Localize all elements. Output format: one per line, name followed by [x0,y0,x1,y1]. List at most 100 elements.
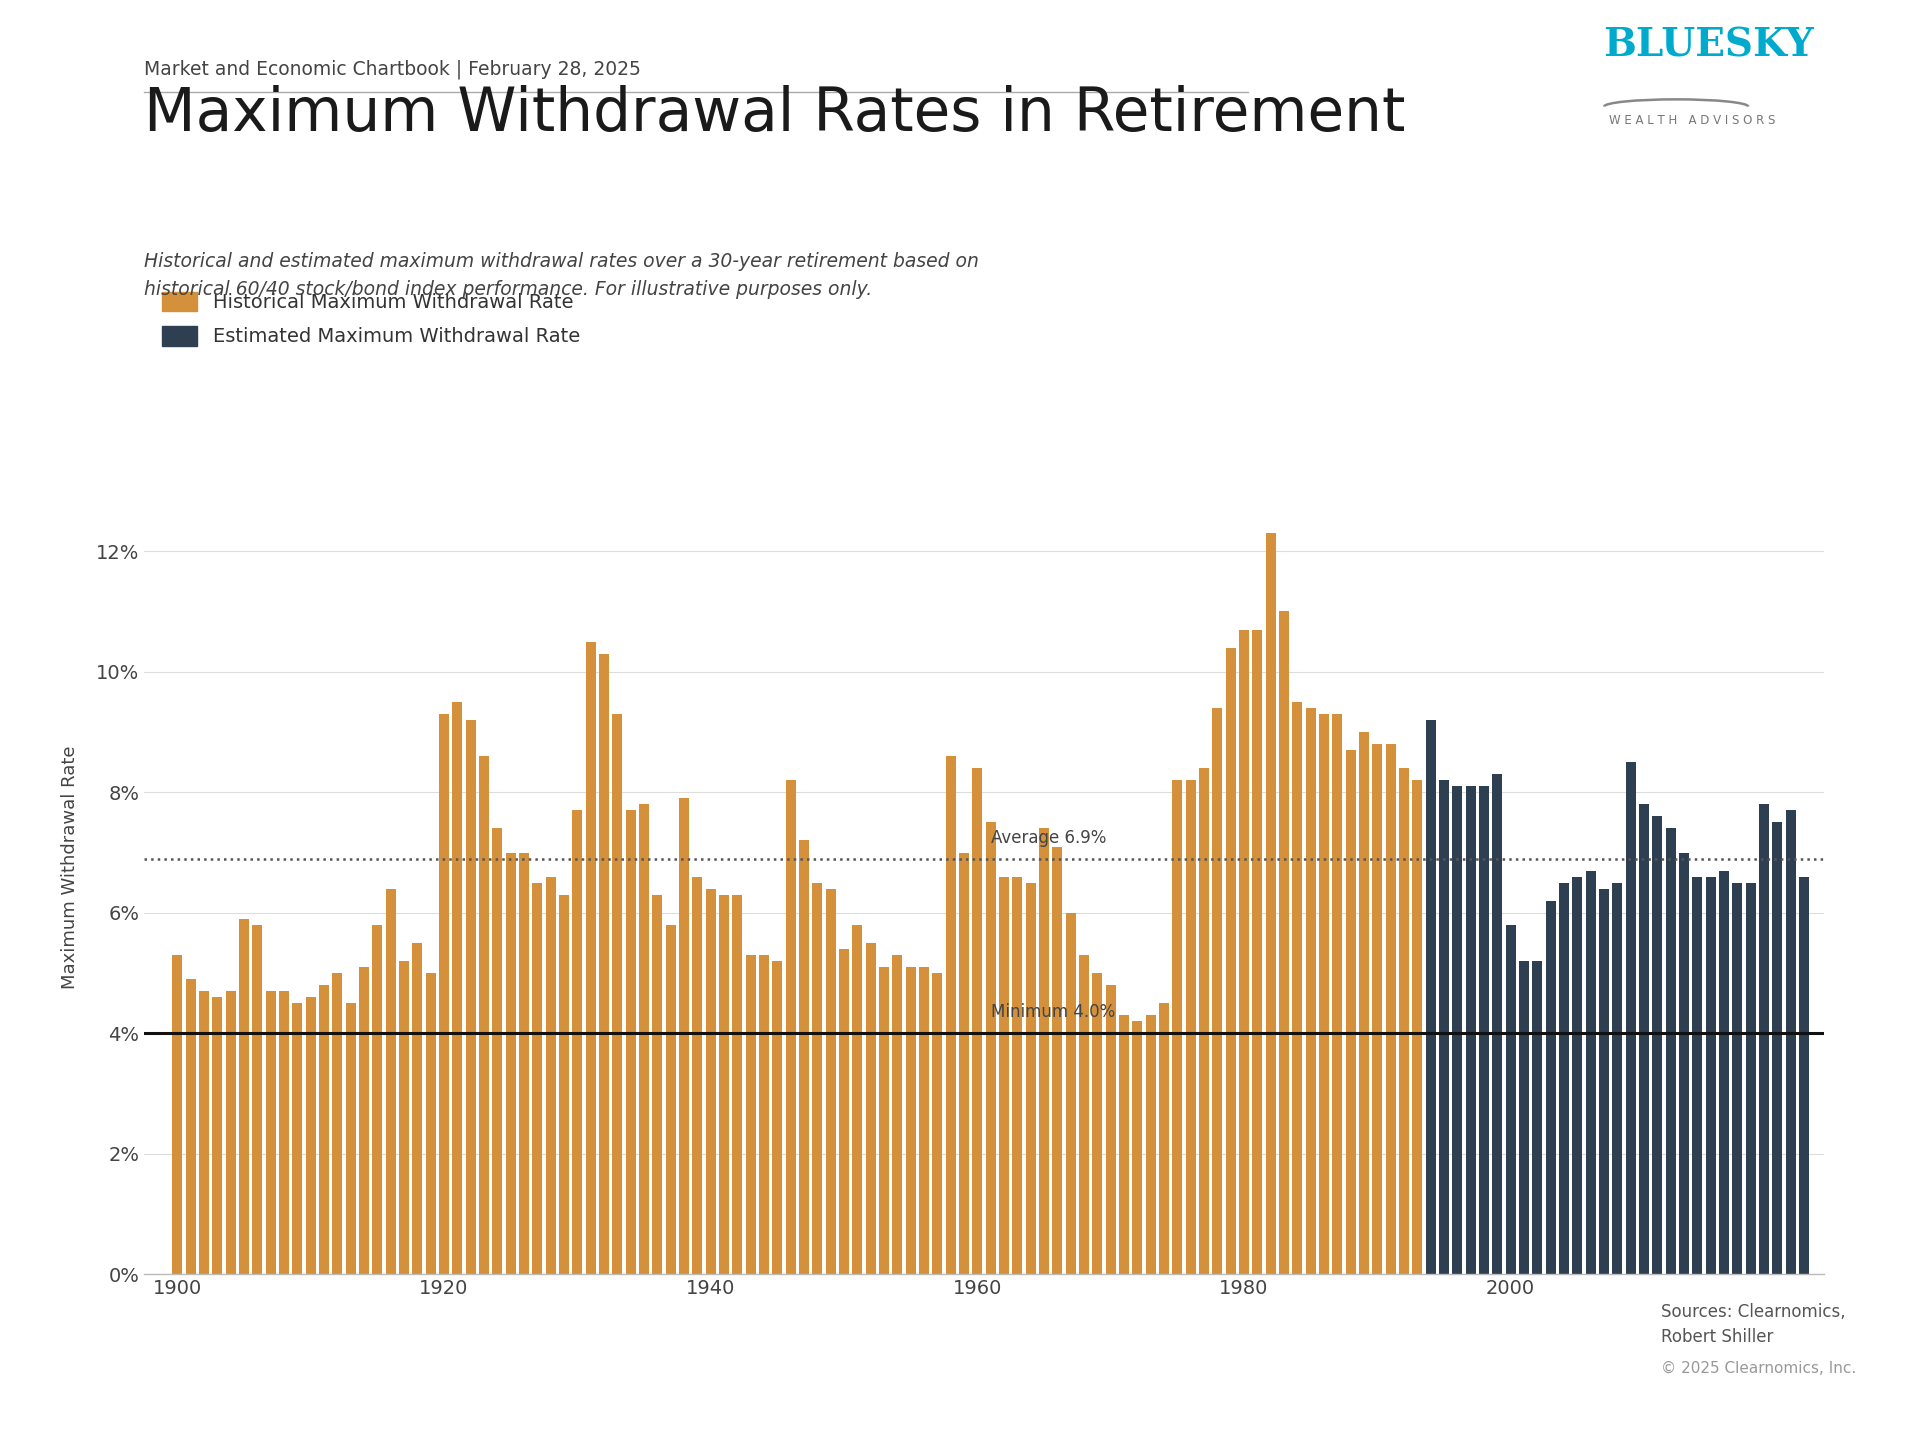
Bar [799,841,808,1274]
Bar [839,949,849,1274]
Bar [1572,877,1582,1274]
Text: Minimum 4.0%: Minimum 4.0% [991,1004,1116,1021]
Bar [1745,883,1755,1274]
Bar [758,955,770,1274]
Bar [1319,714,1329,1274]
Bar [1025,883,1035,1274]
Bar [213,996,223,1274]
Bar [1759,805,1768,1274]
Bar [386,888,396,1274]
Bar [1238,629,1250,1274]
Bar [1667,828,1676,1274]
Bar [1427,720,1436,1274]
Bar [1187,780,1196,1274]
Bar [1718,871,1730,1274]
Bar [1438,780,1450,1274]
Bar [1692,877,1703,1274]
Bar [1678,852,1690,1274]
Bar [666,924,676,1274]
Bar [998,877,1010,1274]
Bar [732,894,743,1274]
Bar [346,1004,355,1274]
Bar [478,756,490,1274]
Bar [1133,1021,1142,1274]
Bar [572,811,582,1274]
Bar [372,924,382,1274]
Text: BLUESKY: BLUESKY [1603,27,1814,65]
Bar [518,852,530,1274]
Bar [1212,708,1223,1274]
Bar [1332,714,1342,1274]
Bar [1119,1015,1129,1274]
Bar [440,714,449,1274]
Bar [227,991,236,1274]
Bar [1505,924,1515,1274]
Bar [1559,883,1569,1274]
Bar [1640,805,1649,1274]
Bar [532,883,541,1274]
Bar [972,768,983,1274]
Bar [866,943,876,1274]
Bar [1252,629,1261,1274]
Bar [653,894,662,1274]
Bar [852,924,862,1274]
Bar [933,973,943,1274]
Bar [1173,780,1183,1274]
Bar [1799,877,1809,1274]
Bar [1599,888,1609,1274]
Legend: Historical Maximum Withdrawal Rate, Estimated Maximum Withdrawal Rate: Historical Maximum Withdrawal Rate, Esti… [161,291,580,346]
Bar [1279,612,1288,1274]
Bar [812,883,822,1274]
Bar [906,968,916,1274]
Bar [893,955,902,1274]
Text: W E A L T H   A D V I S O R S: W E A L T H A D V I S O R S [1609,114,1776,127]
Bar [1546,901,1555,1274]
Bar [1705,877,1716,1274]
Bar [545,877,555,1274]
Bar [467,720,476,1274]
Bar [1465,786,1476,1274]
Bar [1346,750,1356,1274]
Bar [1052,847,1062,1274]
Bar [292,1004,301,1274]
Bar [626,811,636,1274]
Text: Average 6.9%: Average 6.9% [991,828,1106,847]
Bar [1772,822,1782,1274]
Bar [718,894,730,1274]
Y-axis label: Maximum Withdrawal Rate: Maximum Withdrawal Rate [61,746,79,989]
Bar [586,642,595,1274]
Text: Market and Economic Chartbook | February 28, 2025: Market and Economic Chartbook | February… [144,59,641,79]
Bar [879,968,889,1274]
Bar [1478,786,1490,1274]
Bar [1613,883,1622,1274]
Bar [1359,732,1369,1274]
Bar [985,822,996,1274]
Bar [1653,816,1663,1274]
Bar [612,714,622,1274]
Bar [1265,533,1275,1274]
Bar [1160,1004,1169,1274]
Bar [1079,955,1089,1274]
Bar [1492,775,1501,1274]
Bar [1452,786,1463,1274]
Bar [332,973,342,1274]
Bar [200,991,209,1274]
Text: © 2025 Clearnomics, Inc.: © 2025 Clearnomics, Inc. [1661,1361,1857,1375]
Bar [958,852,970,1274]
Bar [1532,960,1542,1274]
Bar [252,924,263,1274]
Bar [639,805,649,1274]
Bar [1519,960,1528,1274]
Bar [1039,828,1048,1274]
Bar [772,960,781,1274]
Bar [1066,913,1075,1274]
Bar [186,979,196,1274]
Bar [505,852,516,1274]
Bar [1146,1015,1156,1274]
Text: Maximum Withdrawal Rates in Retirement: Maximum Withdrawal Rates in Retirement [144,85,1405,144]
Bar [1786,811,1795,1274]
Bar [359,968,369,1274]
Bar [1292,701,1302,1274]
Bar [707,888,716,1274]
Bar [1092,973,1102,1274]
